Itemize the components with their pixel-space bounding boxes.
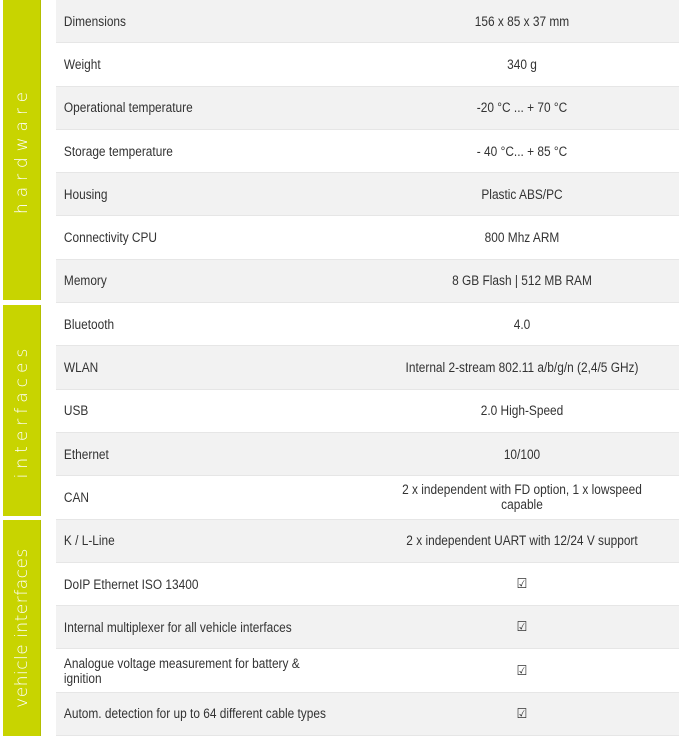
checkbox-checked-icon: ☑ bbox=[516, 576, 528, 591]
spec-label: Bluetooth bbox=[63, 316, 115, 332]
spec-label: Storage temperature bbox=[63, 143, 173, 159]
spec-label: Weight bbox=[63, 56, 101, 72]
group-label: hardware bbox=[11, 85, 32, 215]
spec-label: DoIP Ethernet ISO 13400 bbox=[63, 576, 199, 592]
table-row: Ethernet 10/100 bbox=[56, 432, 679, 477]
table-row: Autom. detection for up to 64 different … bbox=[56, 692, 679, 736]
spec-value: Internal 2-stream 802.11 a/b/g/n (2,4/5 … bbox=[405, 360, 639, 376]
spec-value: 8 GB Flash | 512 MB RAM bbox=[452, 273, 592, 289]
spec-label: Internal multiplexer for all vehicle int… bbox=[63, 619, 292, 635]
spec-table: Dimensions 156 x 85 x 37 mm Weight 340 g Ope… bbox=[56, 0, 679, 736]
spec-label: USB bbox=[63, 403, 89, 419]
checkbox-checked-icon: ☑ bbox=[516, 705, 528, 721]
spec-label: Housing bbox=[63, 186, 108, 202]
spec-label: Operational temperature bbox=[63, 100, 193, 116]
table-row: USB 2.0 High-Speed bbox=[56, 390, 679, 433]
spec-value: Plastic ABS/PC bbox=[481, 186, 563, 202]
table-row: CAN 2 x independent with FD option, 1 x l… bbox=[56, 476, 679, 520]
spec-label: Ethernet bbox=[63, 446, 109, 462]
spec-value: 4.0 bbox=[513, 316, 531, 332]
spec-value: -20 °C ... + 70 °C bbox=[476, 100, 568, 116]
spec-value: 2 x independent UART with 12/24 V suppor… bbox=[406, 533, 638, 549]
table-row: Weight 340 g bbox=[56, 43, 679, 87]
spec-label: K / L-Line bbox=[63, 533, 115, 549]
group-interfaces: interfaces bbox=[3, 305, 41, 516]
table-row: Memory 8 GB Flash | 512 MB RAM bbox=[56, 259, 679, 304]
checkbox-checked-icon: ☑ bbox=[516, 619, 528, 635]
spec-label: Memory bbox=[63, 273, 107, 289]
group-vehicle-interfaces: vehicle interfaces bbox=[3, 520, 41, 736]
spec-label: Dimensions bbox=[63, 13, 126, 29]
table-row: Housing Plastic ABS/PC bbox=[56, 173, 679, 217]
table-row: Internal multiplexer for all vehicle int… bbox=[56, 606, 679, 650]
group-label: interfaces bbox=[11, 343, 32, 478]
table-row: Storage temperature - 40 °C... + 85 °C bbox=[56, 130, 679, 174]
spec-value: 156 x 85 x 37 mm bbox=[474, 13, 570, 29]
spec-label: CAN bbox=[63, 489, 90, 505]
spec-value: 2 x independent with FD option, 1 x lows… bbox=[402, 482, 642, 513]
group-label: vehicle interfaces bbox=[11, 548, 32, 708]
checkbox-checked-icon: ☑ bbox=[516, 662, 528, 678]
table-row: K / L-Line 2 x independent UART with 12/2… bbox=[56, 519, 679, 563]
table-row: Bluetooth 4.0 bbox=[56, 303, 679, 347]
spec-label: Analogue voltage measurement for battery… bbox=[63, 655, 300, 686]
table-row: Analogue voltage measurement for battery… bbox=[56, 649, 679, 693]
spec-value: 2.0 High-Speed bbox=[480, 403, 564, 419]
spec-value: 800 Mhz ARM bbox=[484, 230, 560, 246]
spec-value: 10/100 bbox=[503, 446, 541, 462]
table-row: WLAN Internal 2-stream 802.11 a/b/g/n (2,… bbox=[56, 346, 679, 390]
spec-label: WLAN bbox=[63, 360, 99, 376]
table-row: Connectivity CPU 800 Mhz ARM bbox=[56, 216, 679, 260]
spec-label: Connectivity CPU bbox=[63, 230, 158, 246]
table-row: DoIP Ethernet ISO 13400 ☑ bbox=[56, 563, 679, 607]
spec-value: 340 g bbox=[507, 56, 537, 72]
spec-label: Autom. detection for up to 64 different … bbox=[63, 706, 326, 722]
group-hardware: hardware bbox=[3, 0, 41, 300]
table-row: Operational temperature -20 °C ... + 70 °… bbox=[56, 86, 679, 130]
table-row: Dimensions 156 x 85 x 37 mm bbox=[56, 0, 679, 44]
spec-value: - 40 °C... + 85 °C bbox=[476, 143, 568, 159]
